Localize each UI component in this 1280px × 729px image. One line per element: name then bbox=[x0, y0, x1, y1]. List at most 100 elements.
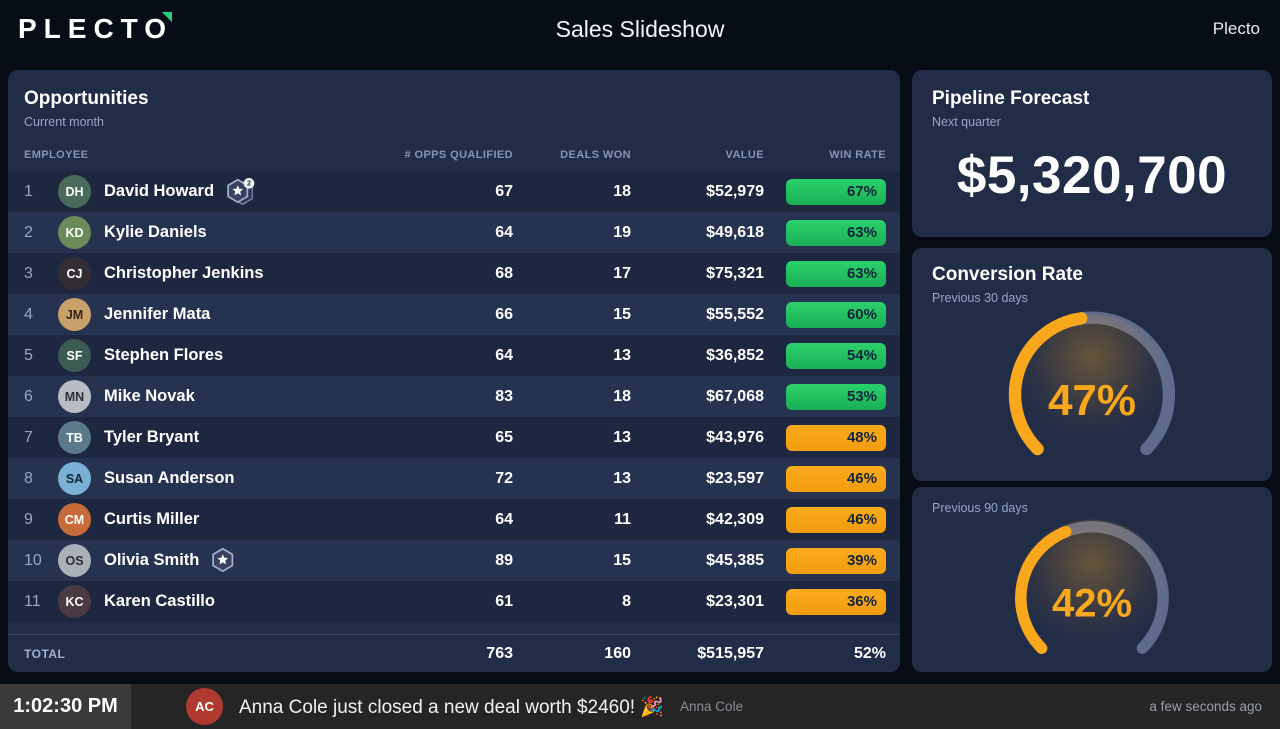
avatar: OS bbox=[58, 544, 91, 577]
gauge-90-value: 42% bbox=[1051, 581, 1133, 626]
notification-avatar: AC bbox=[186, 688, 223, 725]
gauge-glow bbox=[1017, 314, 1167, 450]
plecto-logo: PLECTO bbox=[18, 12, 173, 45]
rank: 3 bbox=[24, 264, 33, 282]
conversion-rate-panel: Conversion Rate Previous 30 days 47% bbox=[912, 248, 1272, 481]
notification-message: Anna Cole just closed a new deal worth $… bbox=[239, 696, 665, 718]
opps-qualified: 64 bbox=[495, 223, 513, 241]
employee-cell: TB Tyler Bryant bbox=[58, 421, 403, 454]
win-rate-cell: 48% bbox=[764, 424, 886, 451]
table-row: 5 SF Stephen Flores 64 13 $36,852 54% bbox=[8, 335, 900, 376]
gauge-glow bbox=[1017, 519, 1167, 655]
deals-won: 13 bbox=[613, 346, 631, 364]
rank: 11 bbox=[24, 592, 41, 610]
table-row: 1 DH David Howard 2 67 18 $52,979 67% bbox=[8, 171, 900, 212]
employee-cell: OS Olivia Smith bbox=[58, 544, 403, 577]
employee-cell: SA Susan Anderson bbox=[58, 462, 403, 495]
employee-name: Christopher Jenkins bbox=[104, 264, 264, 282]
deals-won: 15 bbox=[613, 305, 631, 323]
value: $49,618 bbox=[706, 223, 764, 241]
employee-cell: CJ Christopher Jenkins bbox=[58, 257, 403, 290]
table-row: 9 CM Curtis Miller 64 11 $42,309 46% bbox=[8, 499, 900, 540]
avatar: SF bbox=[58, 339, 91, 372]
col-deals-won: DEALS WON bbox=[560, 149, 631, 161]
table-header: EMPLOYEE # OPPS QUALIFIED DEALS WON VALU… bbox=[8, 145, 900, 165]
gauge-90-label: Previous 90 days bbox=[932, 501, 1028, 515]
opps-qualified: 72 bbox=[495, 469, 513, 487]
win-rate-cell: 39% bbox=[764, 547, 886, 574]
rank: 2 bbox=[24, 223, 33, 241]
gauge-30-value: 47% bbox=[1047, 376, 1137, 426]
employee-cell: DH David Howard 2 bbox=[58, 175, 403, 208]
total-opps: 763 bbox=[486, 644, 513, 662]
rank: 1 bbox=[24, 182, 33, 200]
win-rate-cell: 60% bbox=[764, 301, 886, 328]
win-rate-cell: 46% bbox=[764, 506, 886, 533]
opportunities-title: Opportunities bbox=[24, 88, 149, 109]
deals-won: 11 bbox=[614, 510, 631, 528]
table-row: 6 MN Mike Novak 83 18 $67,068 53% bbox=[8, 376, 900, 417]
employee-cell: JM Jennifer Mata bbox=[58, 298, 403, 331]
win-rate-badge: 36% bbox=[786, 588, 886, 615]
value: $75,321 bbox=[706, 264, 764, 282]
employee-name: Susan Anderson bbox=[104, 469, 235, 487]
deals-won: 15 bbox=[613, 551, 631, 569]
win-rate-cell: 54% bbox=[764, 342, 886, 369]
avatar: MN bbox=[58, 380, 91, 413]
avatar: DH bbox=[58, 175, 91, 208]
avatar: KC bbox=[58, 585, 91, 618]
value: $23,597 bbox=[706, 469, 764, 487]
opps-qualified: 89 bbox=[495, 551, 513, 569]
rank: 8 bbox=[24, 469, 33, 487]
avatar: JM bbox=[58, 298, 91, 331]
opps-qualified: 83 bbox=[495, 387, 513, 405]
table-row: 4 JM Jennifer Mata 66 15 $55,552 60% bbox=[8, 294, 900, 335]
employee-name: Kylie Daniels bbox=[104, 223, 207, 241]
avatar: CJ bbox=[58, 257, 91, 290]
conversion-rate-90-panel: Previous 90 days 42% bbox=[912, 487, 1272, 672]
notification-timestamp: a few seconds ago bbox=[1149, 699, 1262, 714]
win-rate-badge: 67% bbox=[786, 178, 886, 205]
deals-won: 18 bbox=[613, 182, 631, 200]
avatar: SA bbox=[58, 462, 91, 495]
table-row: 3 CJ Christopher Jenkins 68 17 $75,321 63% bbox=[8, 253, 900, 294]
win-rate-badge: 60% bbox=[786, 301, 886, 328]
employee-name: Karen Castillo bbox=[104, 592, 215, 610]
win-rate-cell: 36% bbox=[764, 588, 886, 615]
value: $42,309 bbox=[706, 510, 764, 528]
win-rate-badge: 54% bbox=[786, 342, 886, 369]
gauge-arc bbox=[1015, 521, 1169, 654]
pipeline-forecast-panel: Pipeline Forecast Next quarter $5,320,70… bbox=[912, 70, 1272, 237]
win-rate-badge: 63% bbox=[786, 219, 886, 246]
employee-cell: MN Mike Novak bbox=[58, 380, 403, 413]
employee-name: Tyler Bryant bbox=[104, 428, 200, 446]
total-label: TOTAL bbox=[24, 646, 66, 661]
table-row: 10 OS Olivia Smith 89 15 $45,385 39% bbox=[8, 540, 900, 581]
star-badge-icon: 2 bbox=[227, 178, 255, 205]
win-rate-badge: 48% bbox=[786, 424, 886, 451]
account-name: Plecto bbox=[1212, 19, 1260, 38]
avatar: CM bbox=[58, 503, 91, 536]
opportunities-panel: Opportunities Current month EMPLOYEE # O… bbox=[8, 70, 900, 672]
dashboard-title: Sales Slideshow bbox=[555, 16, 725, 42]
rank: 5 bbox=[24, 346, 33, 364]
employee-name: Jennifer Mata bbox=[104, 305, 211, 323]
value: $43,976 bbox=[706, 428, 764, 446]
win-rate-badge: 63% bbox=[786, 260, 886, 287]
win-rate-badge: 46% bbox=[786, 506, 886, 533]
employee-cell: SF Stephen Flores bbox=[58, 339, 403, 372]
total-deals: 160 bbox=[604, 644, 631, 662]
value: $67,068 bbox=[706, 387, 764, 405]
notification-author: Anna Cole bbox=[680, 699, 744, 714]
employee-cell: KC Karen Castillo bbox=[58, 585, 403, 618]
win-rate-badge: 46% bbox=[786, 465, 886, 492]
total-row: TOTAL 763 160 $515,957 52% bbox=[8, 634, 900, 672]
total-value: $515,957 bbox=[697, 644, 764, 662]
deals-won: 13 bbox=[613, 428, 631, 446]
gauge-arc bbox=[1008, 311, 1176, 456]
table-row: 11 KC Karen Castillo 61 8 $23,301 36% bbox=[8, 581, 900, 622]
deals-won: 8 bbox=[622, 592, 631, 610]
win-rate-cell: 67% bbox=[764, 178, 886, 205]
win-rate-cell: 63% bbox=[764, 260, 886, 287]
table-body: 1 DH David Howard 2 67 18 $52,979 67% 2 KD Kylie D… bbox=[8, 171, 900, 622]
